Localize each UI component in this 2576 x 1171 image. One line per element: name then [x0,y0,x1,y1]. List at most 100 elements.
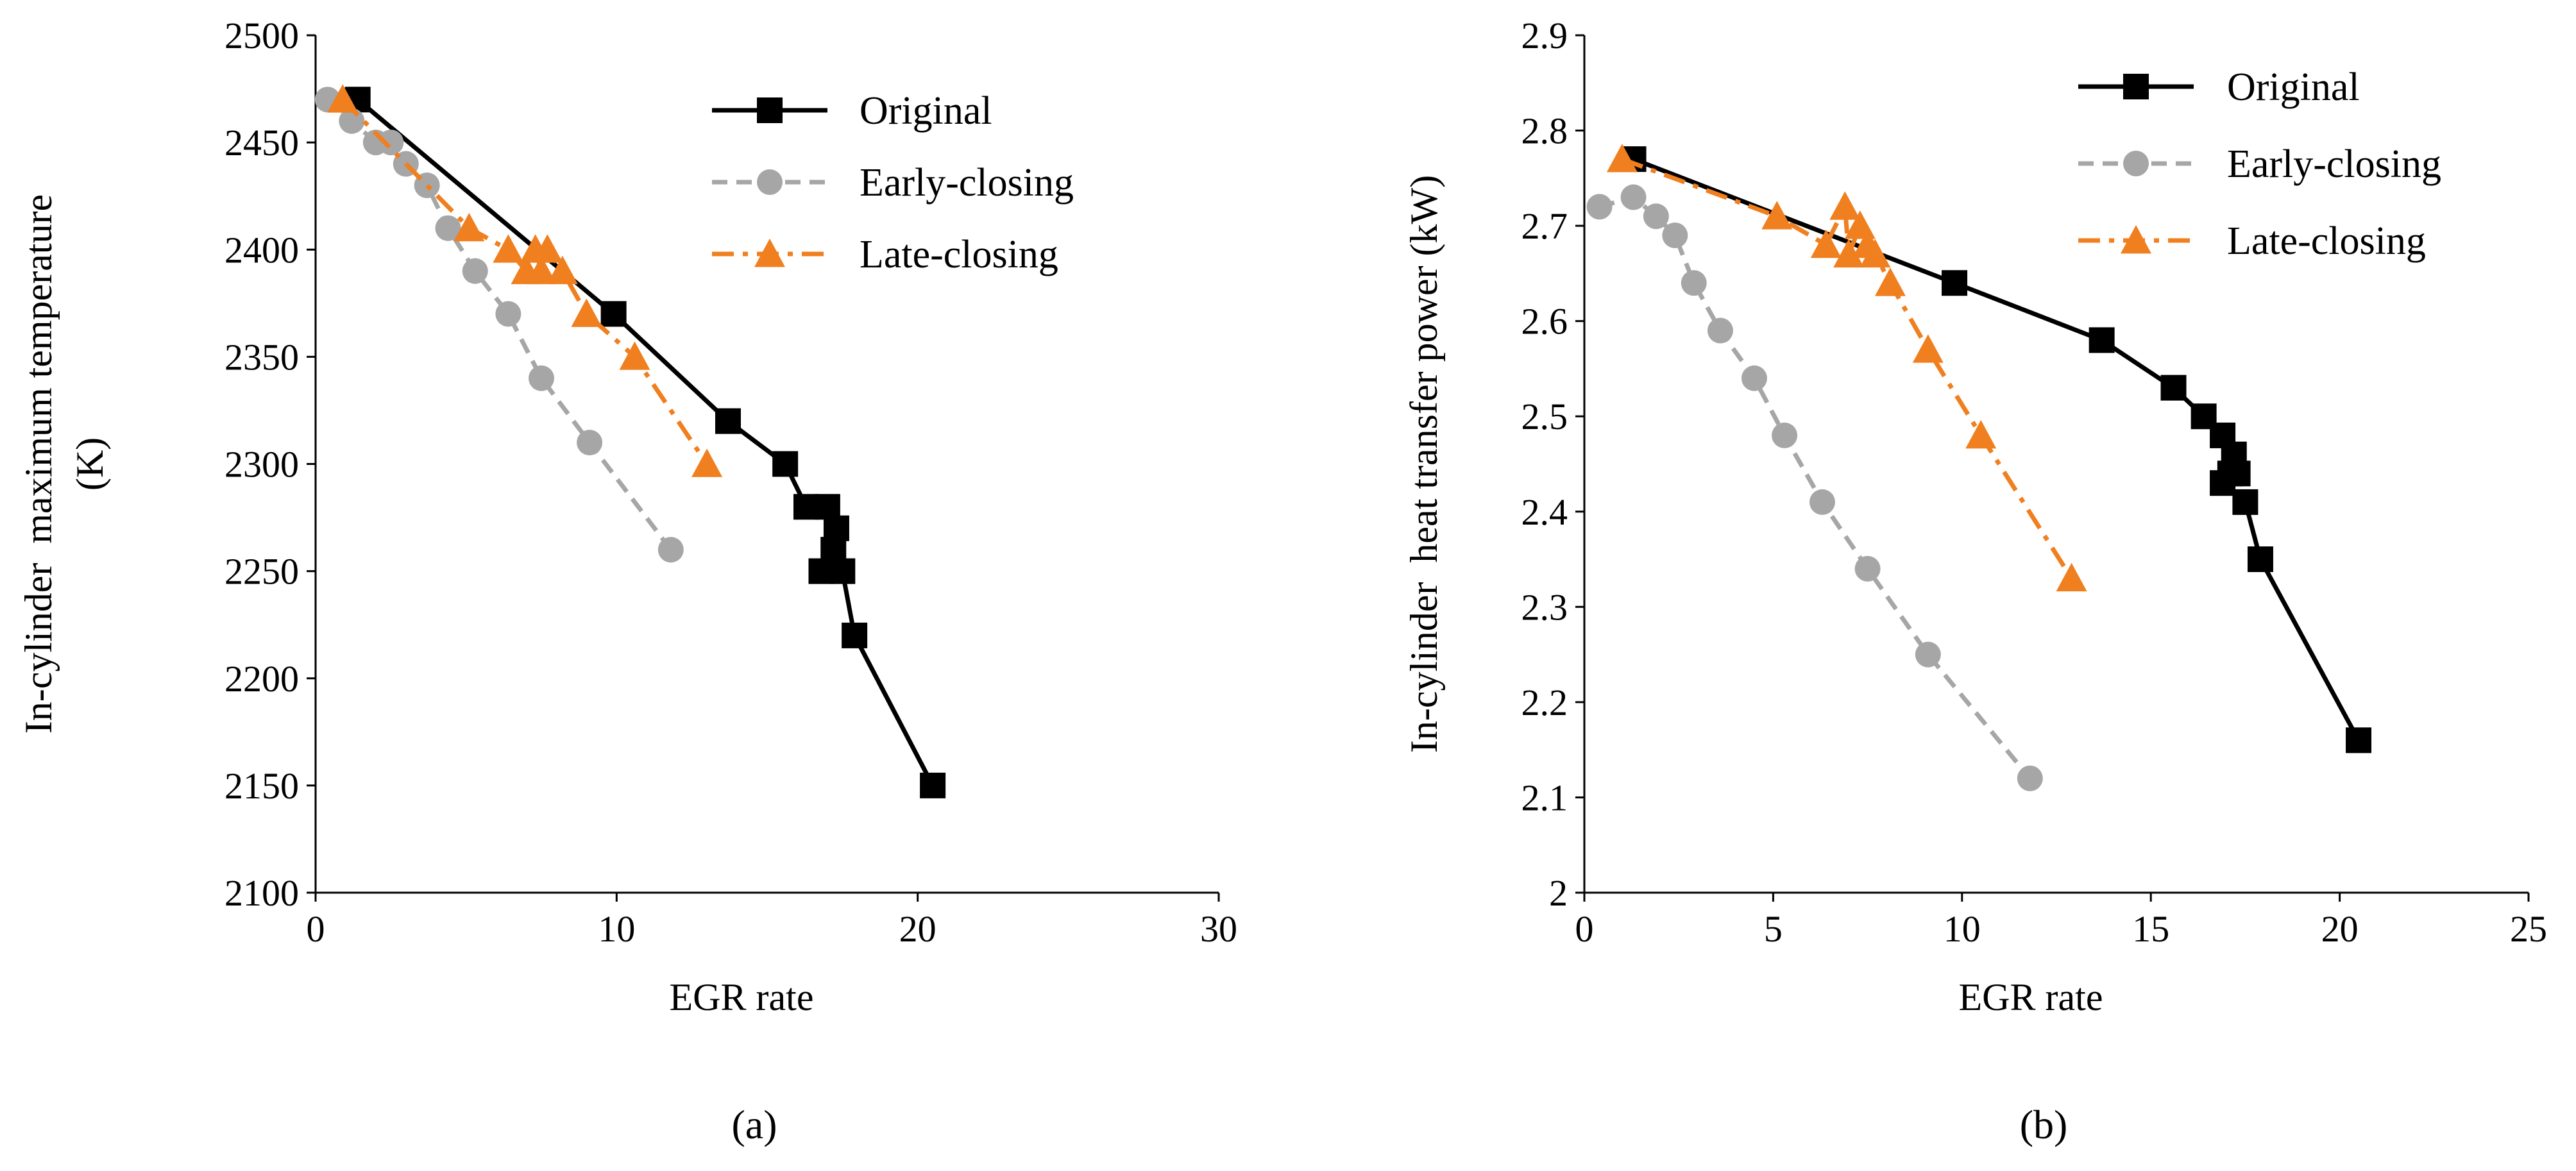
data-point-early-closing [462,258,488,284]
y-tick-label: 2250 [225,551,299,593]
y-tick-label: 2.9 [1521,15,1568,56]
series-line-late-closing [1621,156,2074,580]
data-point-late-closing [493,234,524,263]
x-tick-label: 0 [307,908,325,950]
legend: Original Early-closing Late-closing [712,89,1074,276]
data-point-original [2247,546,2273,573]
legend-marker-original [2123,74,2149,99]
y-tick-label: 2.5 [1521,396,1568,437]
y-tick-label: 2.8 [1521,110,1568,152]
series-late-closing [327,84,723,477]
x-axis-title: EGR rate [670,976,814,1018]
data-point-late-closing [547,255,578,285]
data-point-original [1942,270,1968,296]
data-point-early-closing [1707,317,1733,344]
x-axis-title: EGR rate [1959,976,2103,1018]
data-point-original [2089,327,2115,353]
y-axis-title: In-cylinder heat transfer power (kW) [1403,175,1445,753]
series-original [1620,146,2372,754]
y-tick-label: 2150 [225,765,299,807]
y-tick-label: 2.7 [1521,205,1568,247]
data-point-late-closing [1833,239,1865,268]
data-point-early-closing [1854,555,1881,582]
data-point-late-closing [1912,334,1944,363]
y-axis-title: (K) [69,437,111,491]
data-point-late-closing [1761,201,1793,230]
data-point-early-closing [1809,489,1835,515]
data-point-early-closing [1643,203,1669,230]
legend-marker-late-closing [754,239,785,267]
data-point-late-closing [1965,419,1997,449]
y-tick-label: 2.1 [1521,777,1568,818]
data-point-late-closing [1860,239,1891,268]
data-point-original [715,408,741,434]
data-point-late-closing [327,84,359,113]
y-tick-label: 2 [1549,872,1568,914]
x-tick-label: 30 [1200,908,1237,950]
data-point-late-closing [619,341,650,370]
data-point-early-closing [435,215,461,241]
panel-label: (b) [2020,1102,2068,1147]
data-point-original [829,558,856,584]
data-point-early-closing [1915,641,1941,668]
legend-marker-late-closing [2121,225,2151,254]
y-axis-title: In-cylinder maximum temperature [17,194,60,734]
chart-panel-2: 2 2.1 2.2 2.3 2.4 2.5 2.6 2.7 2.8 2.9 0 5 10 15 20 25 EG… [1403,15,2547,1147]
y-tick-label: 2.6 [1521,301,1568,342]
data-point-early-closing [2017,765,2043,791]
data-point-early-closing [495,301,521,327]
legend-label-early-closing: Early-closing [860,161,1074,205]
data-point-late-closing [1829,191,1861,220]
data-point-late-closing [453,212,485,242]
data-point-early-closing [378,130,404,156]
data-point-original [2346,727,2372,754]
legend-label-early-closing: Early-closing [2227,142,2441,186]
x-tick-label: 0 [1575,908,1594,950]
data-point-late-closing [526,255,557,285]
data-point-early-closing [529,365,554,391]
data-point-original [2232,489,2258,515]
panel-label: (a) [731,1102,777,1147]
data-point-original [823,515,849,541]
data-point-early-closing [1741,365,1767,391]
data-point-original [600,301,627,327]
data-point-late-closing [1874,267,1906,296]
series-line-late-closing [341,97,709,466]
data-point-original [2160,375,2187,401]
legend-marker-early-closing [757,169,783,195]
y-tick-label: 2.3 [1521,586,1568,628]
data-point-late-closing [1606,144,1638,173]
data-point-early-closing [1586,194,1613,220]
data-point-late-closing [2056,562,2087,592]
data-point-early-closing [1620,184,1647,210]
series-early-closing [1586,184,2043,791]
y-tick-label: 2350 [225,336,299,378]
series-late-closing [1606,144,2087,592]
chart-panel-1: 2100 2150 2200 2250 2300 2350 2400 2450 2500 0 10 2… [17,15,1237,1147]
data-point-early-closing [1772,422,1798,448]
y-tick-label: 2400 [225,229,299,271]
data-point-late-closing [691,448,723,477]
y-tick-label: 2500 [225,15,299,56]
x-tick-label: 10 [598,908,635,950]
data-point-early-closing [1681,270,1707,296]
x-tick-label: 20 [2321,908,2359,950]
x-tick-label: 25 [2510,908,2547,950]
y-tick-label: 2300 [225,444,299,485]
data-point-early-closing [1662,222,1688,248]
legend-label-original: Original [860,89,992,133]
y-tick-label: 2200 [225,658,299,700]
data-point-original [814,494,840,520]
legend-label-late-closing: Late-closing [2227,219,2426,263]
legend: Original Early-closing Late-closing [2078,65,2441,263]
data-point-original [772,451,799,477]
data-point-original [920,772,946,798]
y-tick-label: 2100 [225,872,299,914]
legend-label-original: Original [2227,65,2360,109]
data-point-early-closing [657,537,684,563]
y-tick-label: 2450 [225,122,299,164]
series-original [344,87,946,798]
legend-label-late-closing: Late-closing [860,233,1058,276]
y-tick-label: 2.4 [1521,491,1568,533]
